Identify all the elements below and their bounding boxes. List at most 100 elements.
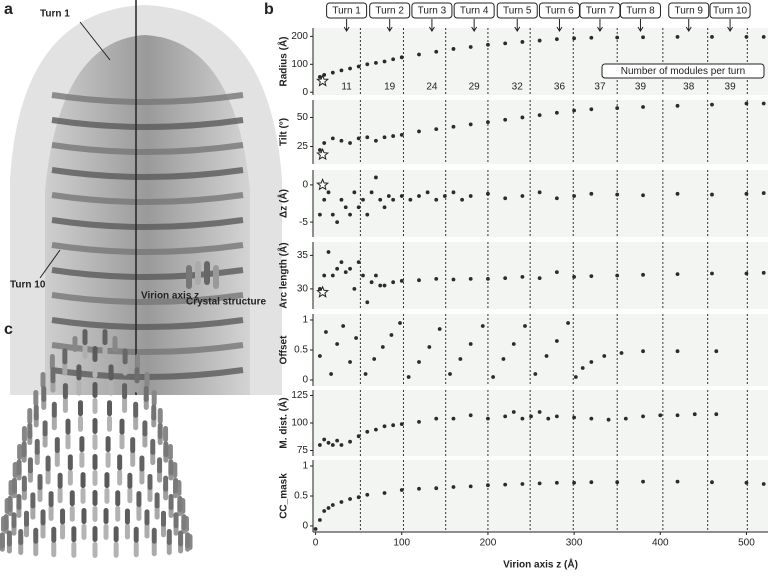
rod	[117, 454, 123, 471]
data-point	[341, 324, 346, 328]
data-point	[330, 136, 335, 141]
rod	[124, 508, 130, 525]
data-point	[372, 357, 377, 361]
rod	[107, 400, 113, 417]
y-tick-label: 0.5	[294, 345, 308, 356]
rod	[167, 444, 173, 460]
rod	[178, 530, 184, 547]
rod	[185, 532, 191, 549]
data-point	[356, 64, 361, 69]
data-point	[442, 194, 447, 198]
rod	[107, 415, 113, 432]
rod	[40, 522, 46, 539]
data-point	[399, 422, 404, 426]
data-point	[619, 351, 624, 355]
rod	[33, 390, 39, 406]
turn-arrow	[386, 19, 393, 32]
data-point	[714, 412, 719, 417]
y-axis-title: CC_mask	[279, 473, 290, 519]
annotation: Turn 10	[10, 280, 46, 291]
data-point	[374, 60, 378, 65]
rod	[181, 514, 187, 531]
data-point	[554, 37, 559, 42]
rod	[16, 459, 22, 476]
data-point	[434, 127, 439, 131]
data-point	[335, 220, 340, 225]
module-count: 39	[725, 82, 737, 93]
data-point	[710, 102, 714, 107]
rod	[82, 342, 88, 359]
data-point	[417, 360, 421, 364]
turn-box	[369, 2, 411, 19]
data-point	[589, 416, 594, 421]
rod	[168, 494, 174, 510]
rod	[45, 455, 51, 472]
data-point	[602, 354, 607, 358]
data-point	[391, 57, 396, 62]
data-point	[641, 349, 645, 354]
module-count: 11	[341, 82, 352, 93]
plot-area	[313, 170, 768, 237]
data-point	[326, 506, 331, 510]
data-point	[537, 38, 542, 43]
rod	[139, 468, 145, 485]
data-point	[468, 194, 473, 198]
data-point	[523, 324, 527, 328]
y-axis-title: M. dist. (Å)	[277, 397, 290, 448]
turn-box	[538, 2, 580, 19]
data-point	[554, 196, 559, 201]
data-point	[391, 197, 396, 202]
data-point	[511, 342, 516, 346]
plot-area	[313, 460, 768, 532]
data-point	[675, 191, 680, 196]
data-point	[322, 197, 327, 202]
turn-band	[51, 242, 244, 255]
turn-label: Turn 2	[375, 6, 404, 17]
data-point	[580, 366, 585, 370]
y-axis-title: Offset	[279, 335, 290, 365]
rod	[151, 390, 157, 406]
rod	[136, 491, 142, 508]
data-point	[399, 55, 404, 60]
rod	[102, 329, 108, 346]
pointer	[79, 21, 111, 61]
module-count: 36	[554, 82, 566, 93]
rod	[33, 527, 39, 544]
rod	[60, 508, 66, 525]
data-point	[710, 35, 714, 39]
data-point	[468, 484, 473, 489]
data-point	[675, 272, 680, 277]
y-tick-label: 1	[302, 461, 308, 472]
y-tick-label: 35	[297, 250, 309, 261]
turn-arrow	[471, 19, 478, 32]
data-point	[744, 101, 749, 106]
data-point	[761, 101, 766, 106]
reference-star	[316, 178, 330, 191]
module-count: 37	[594, 82, 606, 93]
rod	[113, 541, 119, 558]
data-point	[451, 124, 456, 129]
rod	[139, 455, 145, 472]
data-point	[537, 410, 542, 414]
turn-label: Turn 3	[418, 6, 447, 17]
rod	[92, 382, 98, 398]
y-tick-label: 0	[302, 375, 308, 386]
rod	[127, 487, 133, 504]
turn-label: Turn 6	[545, 6, 574, 17]
data-point	[589, 274, 594, 279]
rod	[173, 512, 179, 529]
rod	[168, 459, 174, 476]
rod	[163, 426, 169, 442]
rod	[122, 383, 128, 400]
rod	[57, 487, 63, 504]
data-point	[589, 480, 594, 485]
data-point	[554, 414, 559, 419]
data-point	[503, 117, 508, 122]
plot-area	[313, 242, 768, 309]
data-point	[710, 480, 714, 485]
data-point	[326, 440, 331, 445]
data-point	[365, 429, 370, 434]
x-tick-label: 500	[738, 538, 755, 549]
reference-star	[316, 147, 330, 161]
